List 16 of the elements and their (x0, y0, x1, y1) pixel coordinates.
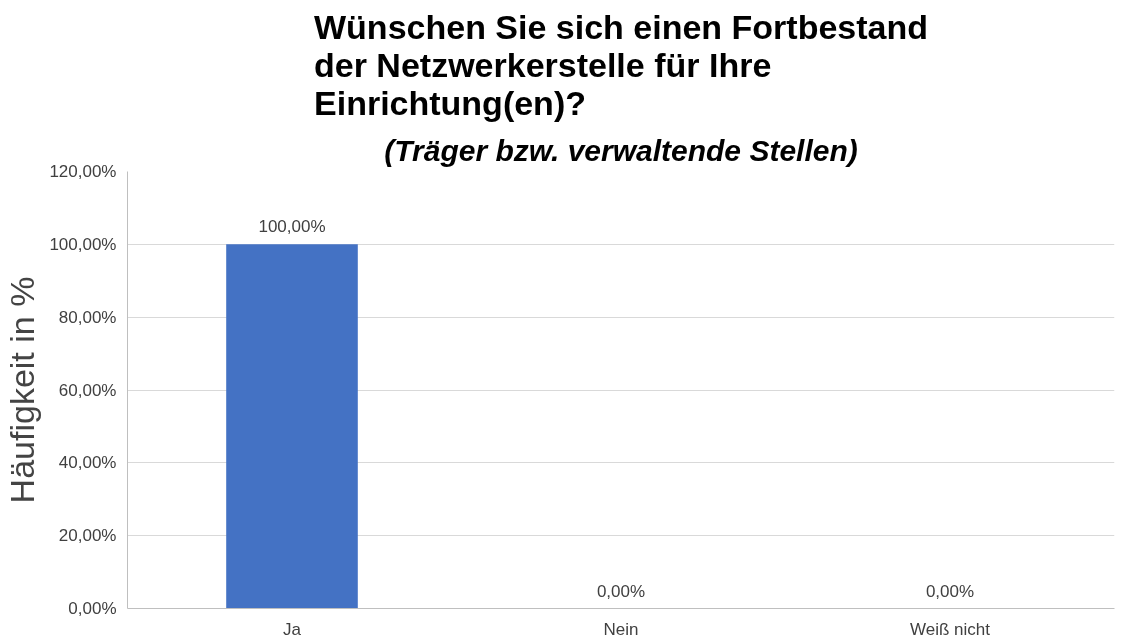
y-tick-label: 0,00% (68, 599, 117, 618)
x-tick-label: Nein (603, 619, 639, 639)
data-label: 0,00% (596, 581, 646, 601)
data-label: 0,00% (925, 581, 975, 601)
x-tick-label: Weiß nicht (910, 619, 991, 639)
y-tick-label: 60,00% (58, 380, 117, 400)
y-tick-label: 80,00% (58, 307, 117, 327)
y-tick-label: 40,00% (58, 453, 117, 473)
y-tick-label: 100,00% (49, 234, 117, 254)
y-tick-label: 120,00% (49, 162, 117, 181)
chart-subtitle: (Träger bzw. verwaltende Stellen) (384, 133, 858, 167)
x-tick-label: Ja (283, 619, 302, 639)
chart-title: Wünschen Sie sich einen Fortbestand der Netzwerkerstelle für Ihre Einrichtung(en)? (314, 7, 928, 122)
y-tick-label: 20,00% (58, 526, 117, 546)
data-label: 100,00% (258, 217, 326, 237)
y-axis-title: Häufigkeit in % (3, 276, 42, 504)
